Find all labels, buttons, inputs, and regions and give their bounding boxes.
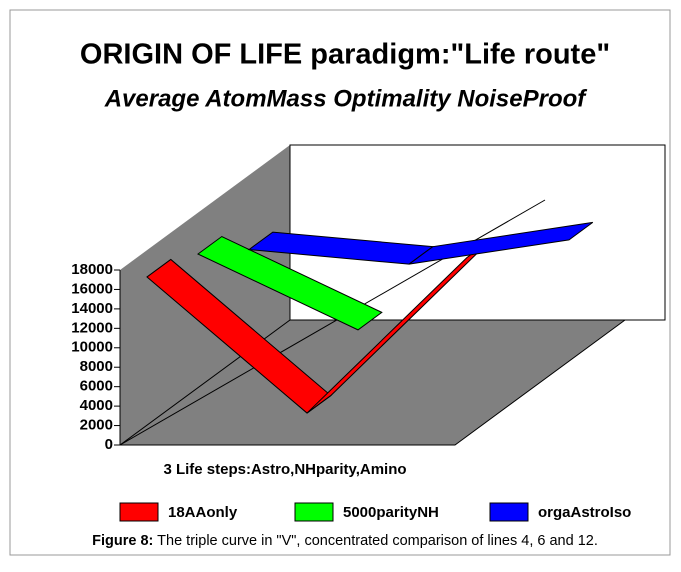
plot: [146, 221, 594, 414]
chart-subtitle: Average AtomMass Optimality NoiseProof: [104, 85, 588, 112]
caption-text: The triple curve in "V", concentrated co…: [157, 533, 598, 549]
legend: 18AAonly 5000parityNH orgaAstroIso: [119, 502, 631, 522]
y-tick-label: 18000: [71, 261, 113, 278]
y-tick-label: 10000: [71, 339, 113, 356]
legend-swatch: [119, 502, 159, 522]
y-tick-label: 4000: [80, 397, 113, 414]
floor: [118, 319, 627, 446]
legend-swatch: [294, 502, 334, 522]
y-tick-label: 12000: [71, 319, 113, 336]
chart-title: ORIGIN OF LIFE paradigm:"Life route": [80, 39, 610, 71]
y-tick-label: 8000: [80, 358, 113, 375]
y-tick-label: 2000: [80, 417, 113, 434]
y-tick-label: 6000: [80, 378, 113, 395]
x-axis-label: 3 Life steps:Astro,NHparity,Amino: [163, 461, 406, 478]
y-tick-label: 0: [105, 436, 113, 453]
legend-swatch: [489, 502, 529, 522]
back-wall: [289, 144, 666, 321]
legend-label: 18AAonly: [168, 504, 238, 521]
ribbon-segment: [197, 235, 383, 331]
y-tick-label: 14000: [71, 300, 113, 317]
legend-label: orgaAstroIso: [538, 504, 631, 521]
caption-label: Figure 8:: [92, 533, 153, 549]
y-tick-label: 16000: [71, 280, 113, 297]
caption: Figure 8: The triple curve in "V", conce…: [92, 533, 598, 549]
ribbon-segment: [408, 221, 594, 265]
legend-label: 5000parityNH: [343, 504, 439, 521]
